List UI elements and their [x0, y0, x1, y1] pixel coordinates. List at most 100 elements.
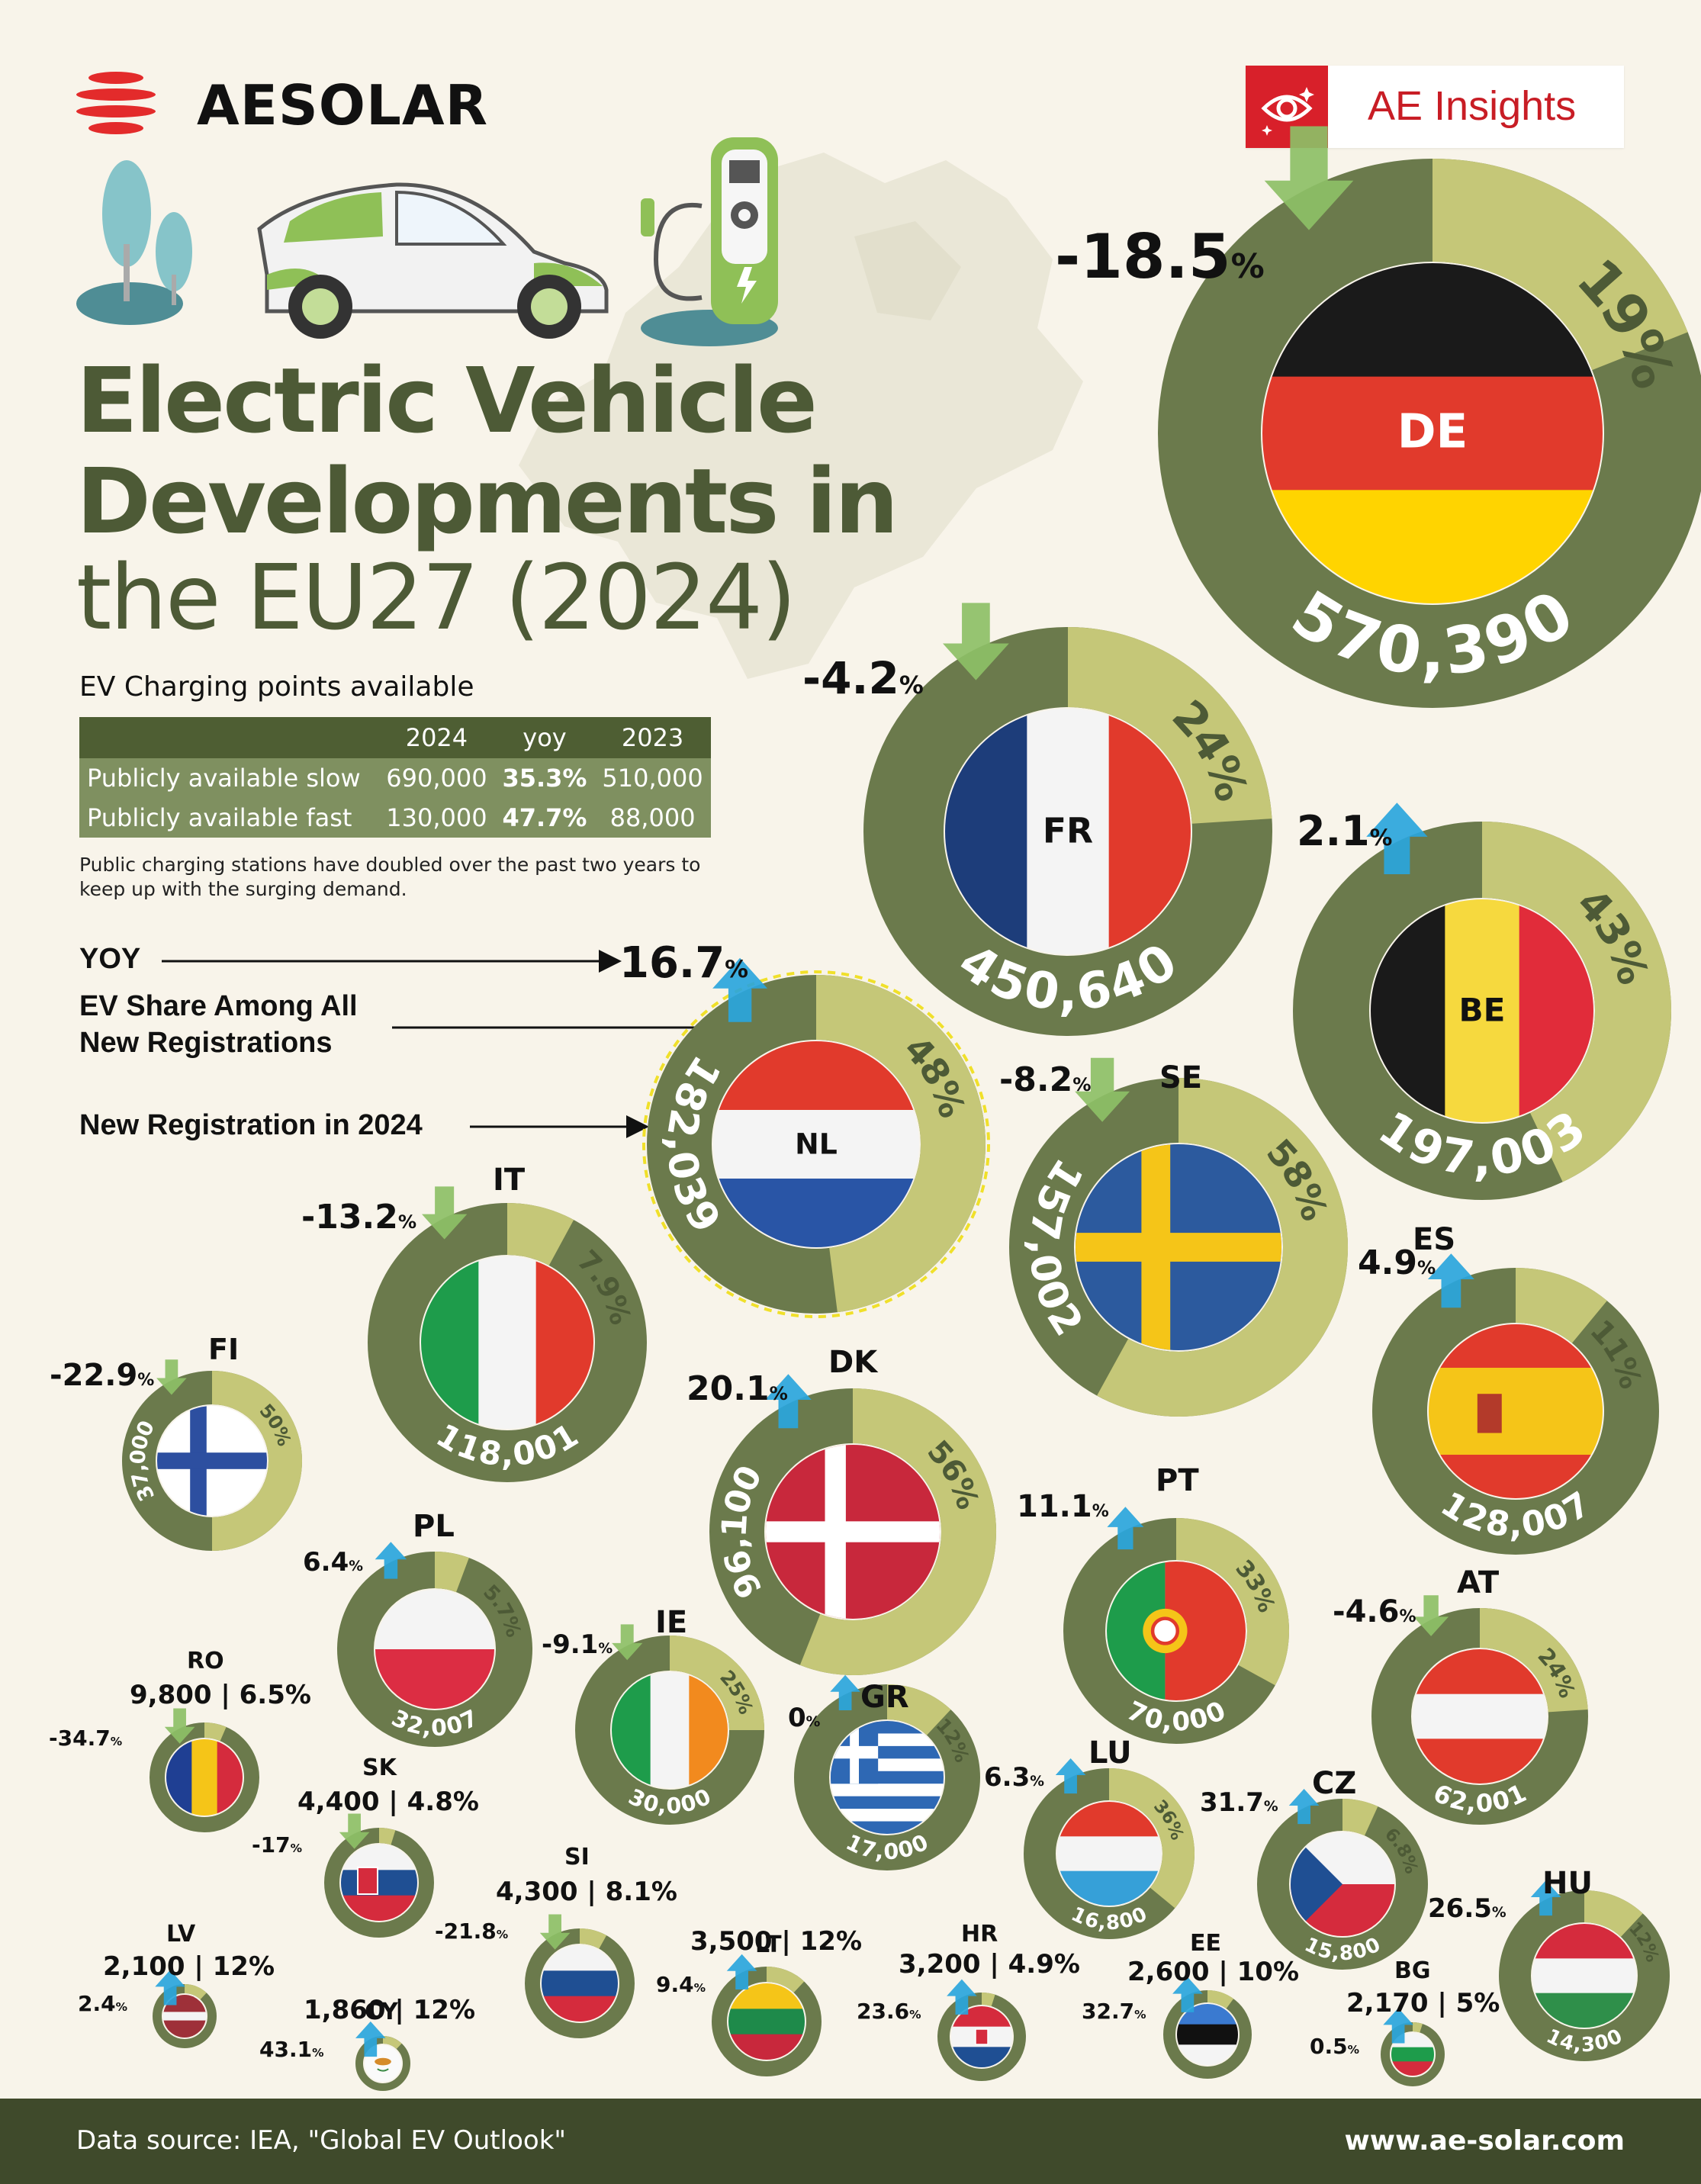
- yoy-value: -4.2: [802, 652, 899, 704]
- yoy-percent-sign: %: [805, 1714, 821, 1730]
- table-cell: Publicly available fast: [79, 798, 378, 838]
- ev-illustration: [76, 137, 778, 346]
- yoy-down-arrow-icon: [156, 1359, 187, 1395]
- table-cell: 47.7%: [494, 798, 595, 838]
- yoy-value: -21.8: [435, 1919, 497, 1944]
- de-flag-icon: [1262, 263, 1603, 603]
- website-link[interactable]: www.ae-solar.com: [1344, 2125, 1625, 2157]
- yoy-percent-sign: %: [693, 1981, 706, 1995]
- yoy-label: 32.7%: [1082, 1999, 1146, 2024]
- yoy-up-arrow-icon: [1288, 1788, 1320, 1825]
- yoy-label: 6.4%: [303, 1547, 363, 1578]
- table-header: [79, 717, 378, 758]
- country-code-label: HR: [961, 1921, 998, 1948]
- registration-share-label: 2,600 | 10%: [1127, 1957, 1300, 1987]
- yoy-label: 0%: [788, 1703, 820, 1733]
- share-arc: [434, 1552, 469, 1593]
- yoy-value: -13.2: [301, 1198, 398, 1237]
- donut-ro: [150, 1722, 259, 1832]
- table-cell: 690,000: [378, 758, 495, 798]
- registration-share-label: 2,100 | 12%: [103, 1951, 275, 1982]
- yoy-percent-sign: %: [496, 1928, 509, 1941]
- country-code-label: AT: [1457, 1565, 1500, 1600]
- yoy-label: -9.1%: [542, 1629, 613, 1660]
- yoy-percent-sign: %: [1263, 1799, 1278, 1815]
- donut-hu: [1499, 1890, 1670, 2061]
- share-arc: [1207, 1990, 1234, 2009]
- yoy-up-arrow-icon: [1383, 2008, 1413, 2044]
- yoy-percent-sign: %: [1230, 247, 1265, 286]
- table-header: yoy: [494, 717, 595, 758]
- registration-share-label: 3,500 | 12%: [690, 1926, 863, 1957]
- yoy-percent-sign: %: [769, 1383, 788, 1404]
- share-arc: [1175, 1518, 1289, 1686]
- table-header: 2023: [594, 717, 711, 758]
- yoy-value: 23.6: [857, 1999, 910, 2024]
- country-code-label: FR: [1043, 811, 1093, 851]
- country-code-label: IE: [655, 1605, 688, 1640]
- nl-flag-icon: [713, 1041, 919, 1247]
- yoy-label: 11.1%: [1017, 1489, 1109, 1524]
- table-cell: 35.3%: [494, 758, 595, 798]
- yoy-label: 2.4%: [78, 1991, 127, 2016]
- yoy-percent-sign: %: [1416, 1257, 1436, 1279]
- yoy-up-arrow-icon: [764, 1374, 812, 1429]
- share-arc: [1479, 1608, 1588, 1713]
- country-code-label: HU: [1542, 1866, 1593, 1901]
- table-cell: Publicly available slow: [79, 758, 378, 798]
- country-code-label: DE: [1397, 405, 1468, 459]
- tree-icon: [76, 160, 192, 325]
- yoy-down-arrow-icon: [1075, 1057, 1130, 1122]
- yoy-value: 9.4: [656, 1972, 694, 1997]
- donut-fi: [122, 1371, 302, 1551]
- yoy-percent-sign: %: [1491, 1905, 1506, 1921]
- donut-fr: [863, 627, 1272, 1036]
- share-arc: [1431, 159, 1688, 372]
- yoy-percent-sign: %: [598, 1641, 613, 1657]
- country-code-label: IT: [493, 1163, 526, 1198]
- yoy-label: 0.5%: [1310, 2034, 1359, 2059]
- donut-se: [1009, 1078, 1348, 1417]
- data-source: Data source: IEA, "Global EV Outlook": [76, 2125, 567, 2156]
- country-code-label: BE: [1459, 992, 1506, 1029]
- share-arc: [1584, 1890, 1643, 1938]
- donut-lu: [1024, 1768, 1195, 1939]
- yoy-label: -34.7%: [49, 1726, 122, 1751]
- se-flag-icon: [1076, 1144, 1281, 1350]
- yoy-up-arrow-icon: [1427, 1253, 1474, 1308]
- donut-at: [1371, 1608, 1588, 1825]
- donut-de: [1158, 159, 1701, 708]
- yoy-percent-sign: %: [137, 1371, 155, 1390]
- donut-gr: [794, 1684, 980, 1870]
- yoy-up-arrow-icon: [1172, 1977, 1203, 2012]
- yoy-percent-sign: %: [397, 1211, 417, 1233]
- yoy-percent-sign: %: [290, 1841, 303, 1855]
- registration-share-label: 1,860 | 12%: [304, 1995, 476, 2025]
- yoy-label: -13.2%: [301, 1198, 416, 1237]
- yoy-value: 2.4: [78, 1991, 116, 2016]
- yoy-value: 6.3: [984, 1762, 1031, 1793]
- donut-pl: [337, 1552, 532, 1747]
- table-row: Publicly available fast 130,000 47.7% 88…: [79, 798, 711, 838]
- donut-be: [1293, 822, 1671, 1200]
- yoy-label: -18.5%: [1055, 221, 1265, 292]
- country-code-label: LV: [166, 1921, 196, 1948]
- country-code-label: LU: [1088, 1735, 1132, 1771]
- yoy-percent-sign: %: [312, 2046, 324, 2060]
- country-code-label: SE: [1159, 1060, 1203, 1095]
- share-arc: [211, 1371, 302, 1551]
- share-arc: [1342, 1799, 1378, 1836]
- share-arc: [815, 975, 986, 1313]
- yoy-percent-sign: %: [1092, 1502, 1109, 1521]
- share-arc: [766, 1967, 805, 1993]
- yoy-percent-sign: %: [1369, 825, 1393, 851]
- yoy-value: 20.1: [687, 1369, 770, 1408]
- yoy-value: 16.7: [619, 938, 725, 988]
- brand-name: AESOLAR: [197, 73, 489, 137]
- share-arc: [1514, 1268, 1607, 1344]
- legend-registration-label: New Registration in 2024: [79, 1109, 423, 1141]
- yoy-label: 4.9%: [1358, 1243, 1436, 1282]
- yoy-down-arrow-icon: [942, 603, 1009, 680]
